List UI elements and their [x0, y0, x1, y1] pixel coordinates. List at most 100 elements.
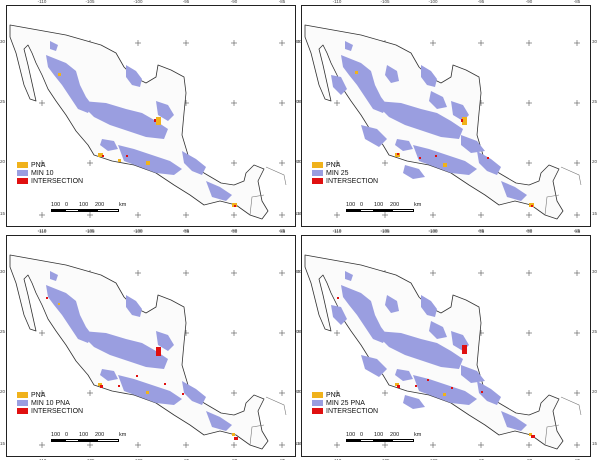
latitude-tick-right: 25: [297, 99, 303, 104]
intersection-area: [154, 119, 156, 122]
map-legend: PNA MIN 10 INTERSECTION: [17, 161, 83, 185]
pna-area: [118, 159, 121, 162]
legend-label: PNA: [31, 161, 46, 169]
legend-swatch: [312, 400, 323, 406]
min-area: [461, 135, 485, 153]
latitude-tick-right: 30: [592, 269, 597, 274]
min-area: [451, 101, 469, 121]
legend-swatch: [17, 408, 28, 414]
longitude-tick-bottom: -95: [183, 458, 190, 460]
longitude-tick-bottom: -110: [333, 458, 342, 460]
min-areas: [331, 271, 527, 431]
latitude-tick-left: 25: [0, 99, 5, 104]
longitude-tick-top: -95: [478, 229, 485, 234]
min-area: [421, 295, 437, 317]
legend-label: INTERSECTION: [326, 177, 379, 185]
intersection-area: [102, 155, 104, 157]
longitude-tick-top: -90: [231, 0, 238, 4]
min-area: [403, 395, 425, 409]
latitude-tick-left: 25: [0, 329, 5, 334]
min-area: [429, 321, 447, 339]
scale-label: km: [414, 202, 422, 208]
intersection-area: [234, 205, 236, 207]
intersection-area: [435, 155, 437, 157]
map-legend: PNA MIN 10 PNA INTERSECTION: [17, 391, 83, 415]
scale-label: 200: [390, 202, 400, 208]
scale-segment: [51, 439, 65, 442]
latitude-tick-right: 15: [592, 211, 597, 216]
legend-swatch: [17, 400, 28, 406]
latitude-tick-left: 20: [0, 159, 5, 164]
min-area: [100, 139, 118, 151]
latitude-tick-right: 15: [297, 211, 303, 216]
min-area: [385, 65, 399, 83]
intersection-area: [182, 393, 184, 395]
scale-segment: [374, 209, 392, 212]
map-svg: -110 -110 -105 -105 -100 -100 -95 -95 -90 -90 -85 -…: [295, 0, 597, 233]
latitude-tick-left: 20: [0, 389, 5, 394]
scale-label: km: [119, 202, 127, 208]
min-area: [126, 65, 142, 87]
legend-label: INTERSECTION: [31, 177, 84, 185]
legend-label: INTERSECTION: [326, 407, 379, 415]
map-svg: -110 -110 -105 -105 -100 -100 -95 -95 -90 -90 -85 -…: [0, 0, 303, 233]
pna-area: [443, 163, 447, 167]
intersection-area: [462, 345, 467, 354]
scale-label: 100: [79, 202, 89, 208]
legend-label: MIN 10 PNA: [31, 399, 70, 407]
scale-label: 100: [51, 432, 61, 438]
min-area: [345, 41, 353, 51]
legend-row-intersection: INTERSECTION: [312, 177, 378, 185]
longitude-tick-top: -110: [333, 229, 342, 234]
pna-area: [529, 433, 532, 436]
longitude-tick-bottom: -100: [133, 458, 143, 460]
legend-row-min: MIN 10: [17, 169, 83, 177]
latitude-tick-right: 30: [297, 269, 303, 274]
country-border: [249, 396, 287, 446]
legend-row-min: MIN 10 PNA: [17, 399, 83, 407]
min-area: [345, 271, 353, 281]
intersection-area: [156, 347, 161, 356]
min-area: [82, 101, 168, 139]
longitude-tick-bottom: -90: [526, 228, 533, 233]
min-area: [361, 125, 387, 147]
longitude-tick-top: -110: [333, 0, 342, 4]
scale-segment: [360, 209, 374, 212]
latitude-tick-left: 15: [295, 441, 301, 446]
scale-label: km: [414, 432, 422, 438]
min-area: [361, 355, 387, 377]
longitude-tick-top: -85: [574, 0, 581, 4]
scale-label: 0: [360, 202, 364, 208]
scale-bar: 100 0 100 200 km: [51, 202, 131, 212]
latitude-tick-left: 15: [0, 441, 5, 446]
map-legend: PNA MIN 25 PNA INTERSECTION: [312, 391, 378, 415]
longitude-tick-bottom: -105: [85, 458, 95, 460]
intersection-area: [419, 157, 421, 159]
longitude-tick-top: -95: [183, 0, 190, 4]
latitude-tick-left: 20: [295, 159, 301, 164]
pna-area: [462, 117, 467, 125]
longitude-tick-top: -105: [85, 0, 95, 4]
legend-label: PNA: [326, 161, 341, 169]
scale-bar: 100 0 100 200 km: [346, 202, 426, 212]
legend-swatch: [312, 408, 323, 414]
longitude-tick-bottom: -105: [380, 458, 390, 460]
intersection-area: [427, 379, 429, 381]
min-areas: [46, 41, 232, 201]
min-area: [395, 139, 413, 151]
scale-segment: [360, 439, 374, 442]
longitude-tick-bottom: -85: [279, 458, 286, 460]
min-area: [46, 55, 92, 113]
min-area: [82, 331, 168, 369]
longitude-tick-top: -110: [38, 229, 47, 234]
longitude-tick-top: -95: [183, 229, 190, 234]
latitude-tick-left: 30: [0, 269, 5, 274]
legend-swatch: [17, 170, 28, 176]
scale-segment: [374, 439, 392, 442]
latitude-tick-left: 15: [295, 211, 301, 216]
min-area: [413, 375, 477, 405]
longitude-tick-bottom: -85: [279, 228, 286, 233]
min-area: [156, 101, 174, 121]
country-border: [544, 166, 582, 216]
latitude-tick-right: 25: [592, 329, 597, 334]
